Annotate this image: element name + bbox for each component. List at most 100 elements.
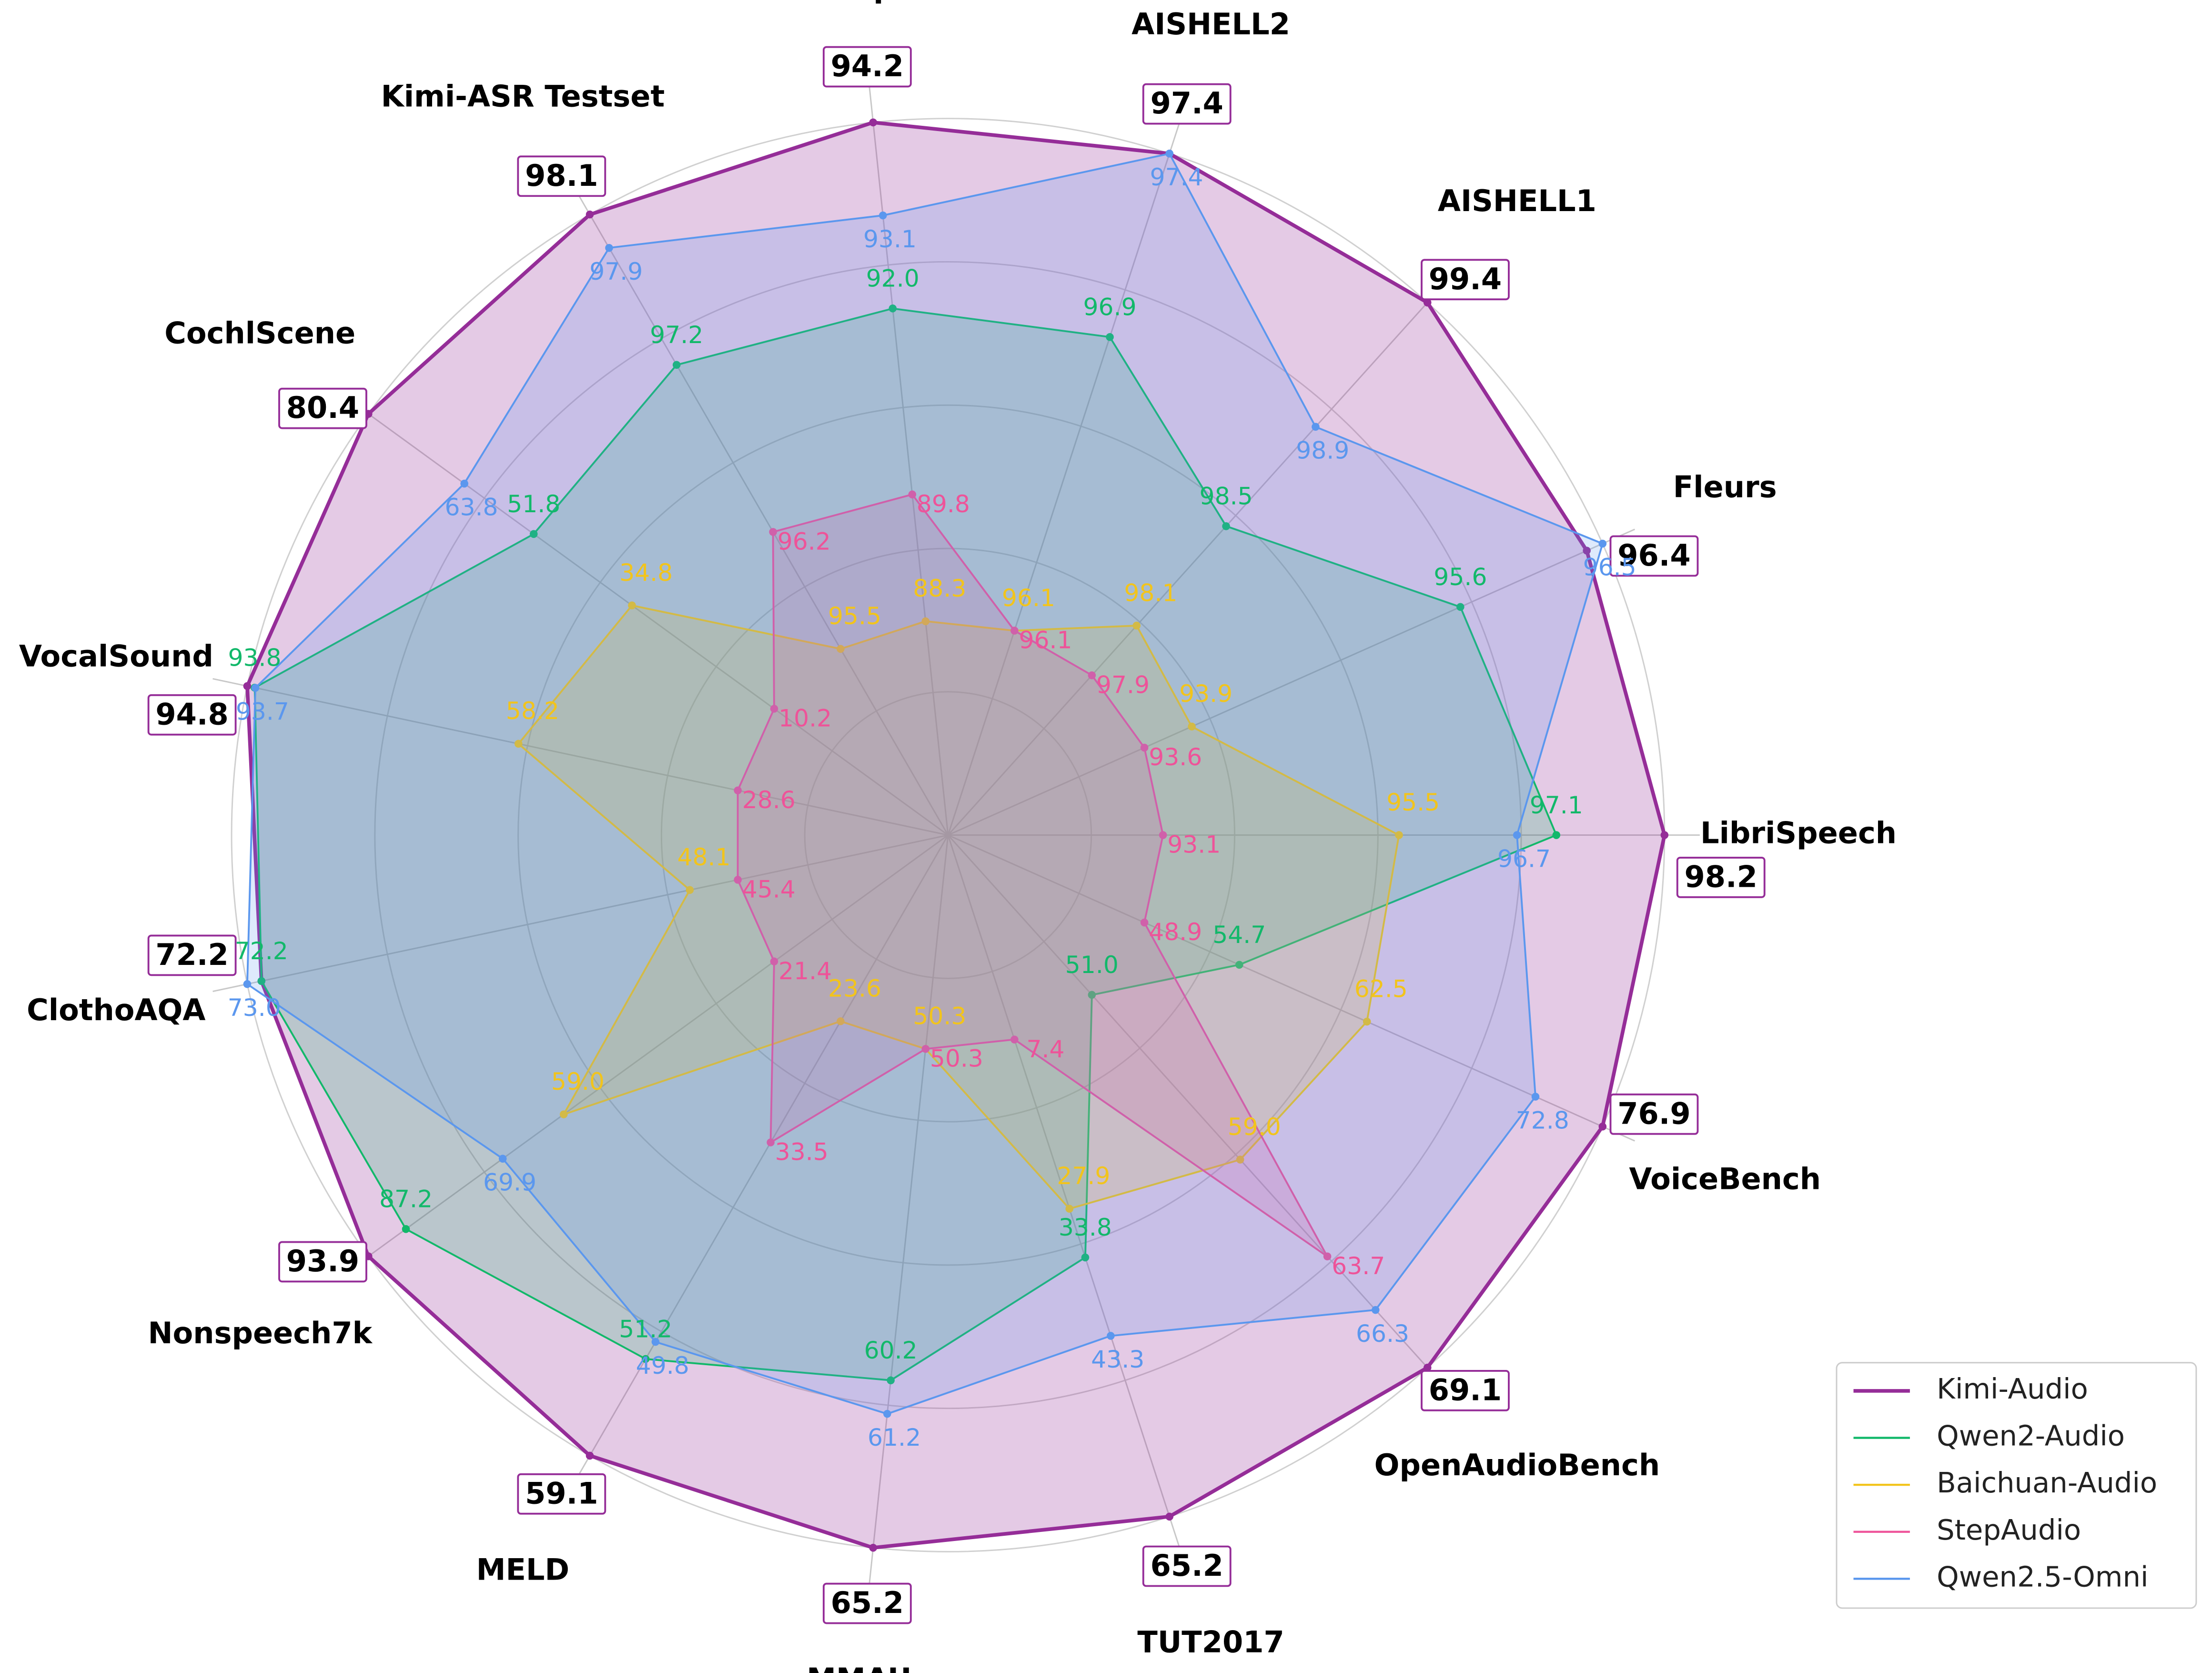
data-point	[1423, 1363, 1432, 1372]
value-label: 48.1	[677, 843, 730, 871]
legend-label: Qwen2.5-Omni	[1937, 1560, 2148, 1593]
category-label: Fleurs	[1673, 470, 1777, 505]
value-box	[1421, 1369, 1510, 1411]
data-point	[651, 1338, 660, 1346]
value-label: 65.2	[831, 1585, 904, 1620]
spoke	[571, 834, 949, 1487]
data-point	[1363, 1017, 1371, 1026]
value-label: 58.2	[506, 697, 559, 725]
value-label: 10.2	[778, 704, 832, 732]
value-label: 50.3	[913, 1002, 966, 1030]
data-point	[529, 530, 538, 538]
data-point	[243, 682, 252, 690]
value-label: 59.1	[525, 1476, 598, 1511]
value-label: 97.1	[1530, 791, 1583, 819]
data-point	[1660, 831, 1669, 839]
value-label: 33.8	[1059, 1213, 1112, 1241]
spoke	[339, 392, 949, 836]
value-label: 61.2	[868, 1423, 921, 1451]
value-label: 60.2	[864, 1336, 918, 1364]
value-label: 63.8	[444, 493, 498, 521]
category-label: VoiceBench	[1629, 1162, 1821, 1196]
data-point	[769, 528, 777, 536]
value-label: 69.1	[1429, 1372, 1502, 1407]
data-point	[402, 1225, 410, 1233]
legend-label: Kimi-Audio	[1937, 1372, 2088, 1405]
spoke	[212, 834, 949, 993]
data-point	[559, 1110, 568, 1118]
data-point	[1088, 671, 1096, 679]
value-label: 62.5	[1354, 974, 1408, 1003]
value-label: 96.1	[1002, 584, 1055, 612]
value-label: 93.6	[1149, 743, 1202, 771]
value-label: 96.5	[1583, 553, 1636, 581]
spoke	[948, 834, 1636, 1142]
value-label: 7.4	[1026, 1035, 1064, 1063]
value-label: 97.2	[650, 321, 703, 349]
grid	[212, 87, 1700, 1583]
value-label: 96.7	[1497, 844, 1551, 872]
value-label: 98.1	[525, 158, 598, 193]
data-point	[1010, 627, 1019, 635]
value-label: 94.2	[831, 49, 904, 83]
data-point	[1371, 1306, 1380, 1314]
category-label: ClothoAQA	[27, 993, 205, 1027]
value-box	[278, 1241, 367, 1283]
category-label: OpenAudioBench	[1374, 1448, 1660, 1482]
data-point	[460, 479, 468, 488]
spoke	[571, 183, 949, 836]
legend-label: Qwen2-Audio	[1937, 1420, 2125, 1452]
value-label: 96.1	[1019, 626, 1072, 654]
data-point	[1165, 1512, 1173, 1521]
value-label: 98.2	[1685, 859, 1757, 894]
category-label: CochlScene	[164, 315, 355, 350]
value-label: 28.6	[742, 786, 796, 814]
value-label: 93.1	[1167, 831, 1221, 859]
data-point	[1188, 722, 1196, 731]
value-label: 93.9	[1179, 679, 1232, 708]
data-point	[1010, 1035, 1019, 1044]
value-label: 92.0	[866, 264, 919, 293]
value-label: 95.6	[1434, 563, 1487, 591]
data-point	[1107, 1332, 1115, 1340]
data-point	[837, 645, 845, 653]
data-point	[1065, 1205, 1074, 1213]
data-point	[1456, 603, 1465, 611]
data-point	[672, 361, 681, 369]
data-point	[1132, 621, 1141, 630]
series-area	[246, 152, 1604, 1415]
value-label: 99.4	[1429, 262, 1502, 296]
spoke	[947, 275, 1452, 836]
data-point	[1531, 1093, 1540, 1101]
value-label: 97.9	[1096, 670, 1150, 699]
data-point	[1159, 831, 1167, 839]
value-label: 72.2	[155, 937, 228, 972]
value-label: 51.8	[507, 490, 560, 518]
value-label: 34.8	[619, 558, 673, 587]
category-label: Nonspeech7k	[148, 1316, 373, 1350]
data-point	[605, 243, 613, 252]
value-box	[1142, 83, 1232, 125]
legend-label: StepAudio	[1937, 1513, 2081, 1546]
spoke	[947, 835, 1181, 1551]
data-point	[837, 1017, 845, 1025]
value-label: 94.8	[155, 697, 228, 731]
data-point	[770, 705, 778, 713]
value-box	[1676, 856, 1766, 898]
category-label: LibriSpeech	[1700, 816, 1897, 851]
value-label: 88.3	[913, 574, 966, 602]
series-area	[737, 493, 1328, 1257]
value-label: 95.5	[1386, 788, 1440, 816]
value-box	[1609, 535, 1699, 577]
category-label: AISHELL1	[1438, 183, 1596, 218]
legend-label: Baichuan-Audio	[1937, 1466, 2157, 1499]
value-label: 93.1	[863, 225, 917, 253]
data-point	[1323, 1252, 1332, 1261]
value-label: 33.5	[775, 1138, 828, 1166]
data-point	[889, 304, 897, 313]
value-label: 97.9	[589, 257, 643, 285]
value-label: 98.9	[1296, 436, 1349, 465]
data-point	[686, 886, 694, 894]
